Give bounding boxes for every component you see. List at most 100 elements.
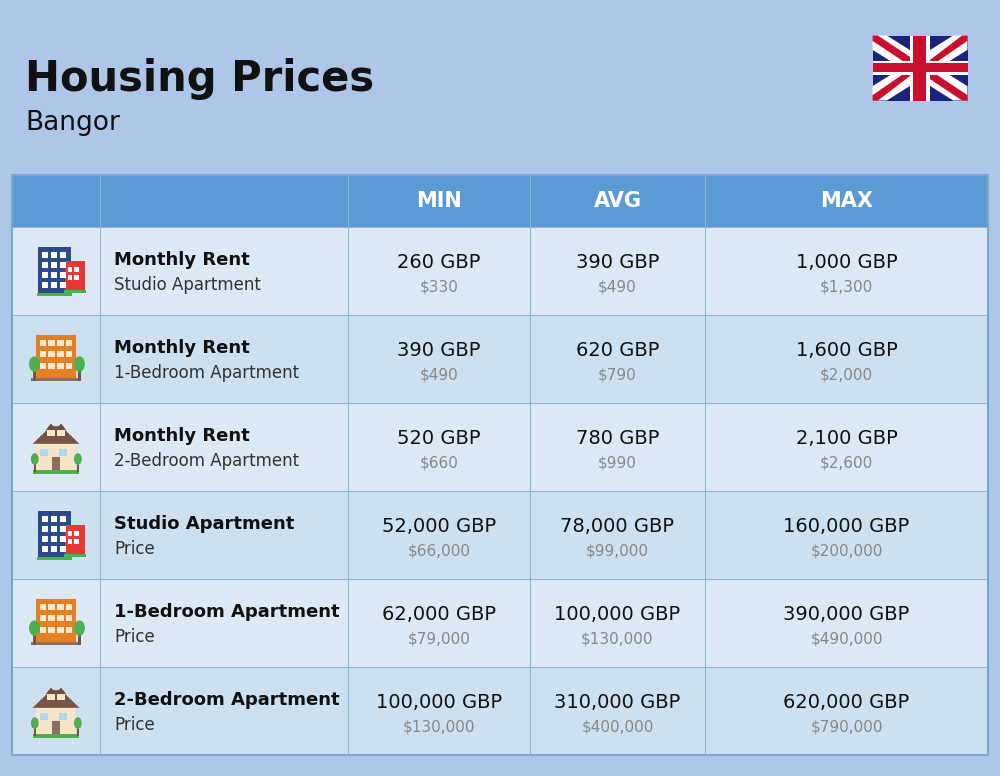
Bar: [12, 227, 100, 315]
Bar: [36, 444, 76, 470]
Ellipse shape: [30, 357, 39, 371]
Bar: [12, 491, 100, 579]
Text: $990: $990: [598, 456, 637, 470]
Bar: [66, 604, 72, 610]
Bar: [57, 363, 64, 369]
Text: $490,000: $490,000: [810, 632, 883, 646]
Bar: [530, 175, 705, 227]
Text: 620,000 GBP: 620,000 GBP: [783, 693, 910, 712]
Text: 390 GBP: 390 GBP: [576, 253, 659, 272]
Text: 780 GBP: 780 GBP: [576, 428, 659, 448]
Bar: [68, 539, 72, 544]
Bar: [66, 363, 72, 369]
Bar: [47, 430, 55, 436]
Bar: [100, 403, 348, 491]
Text: Monthly Rent: Monthly Rent: [114, 339, 250, 358]
Bar: [42, 272, 48, 278]
Bar: [705, 579, 988, 667]
Bar: [60, 536, 66, 542]
Bar: [42, 526, 48, 532]
Text: $79,000: $79,000: [408, 632, 470, 646]
Text: $490: $490: [598, 279, 637, 294]
Bar: [68, 267, 72, 272]
Polygon shape: [56, 688, 66, 694]
Bar: [57, 352, 64, 357]
Ellipse shape: [32, 718, 38, 728]
Text: 390 GBP: 390 GBP: [397, 341, 481, 360]
Bar: [12, 175, 988, 755]
Ellipse shape: [30, 621, 39, 635]
Bar: [100, 227, 348, 315]
Bar: [910, 36, 930, 101]
Bar: [60, 252, 66, 258]
Bar: [66, 352, 72, 357]
Text: Bangor: Bangor: [25, 110, 120, 136]
Bar: [348, 315, 530, 403]
Bar: [60, 282, 66, 288]
Bar: [59, 713, 67, 720]
Bar: [12, 175, 100, 227]
Text: $2,600: $2,600: [820, 456, 873, 470]
Bar: [40, 363, 46, 369]
Polygon shape: [33, 690, 79, 708]
Text: $330: $330: [420, 279, 458, 294]
Bar: [36, 708, 76, 734]
Ellipse shape: [75, 718, 81, 728]
Text: 100,000 GBP: 100,000 GBP: [376, 693, 502, 712]
Bar: [38, 511, 71, 556]
Bar: [705, 315, 988, 403]
Text: Monthly Rent: Monthly Rent: [114, 428, 250, 445]
Bar: [66, 615, 72, 621]
Bar: [36, 335, 76, 378]
Bar: [78, 366, 81, 380]
Bar: [52, 720, 60, 734]
Bar: [872, 63, 968, 72]
Bar: [52, 456, 60, 470]
Bar: [100, 667, 348, 755]
Bar: [42, 546, 48, 552]
Bar: [37, 293, 72, 296]
Bar: [34, 725, 36, 736]
Bar: [37, 556, 72, 560]
Bar: [60, 526, 66, 532]
Text: Studio Apartment: Studio Apartment: [114, 515, 294, 533]
Bar: [42, 262, 48, 268]
Bar: [530, 579, 705, 667]
Bar: [51, 282, 57, 288]
Ellipse shape: [32, 454, 38, 464]
Bar: [51, 546, 57, 552]
Bar: [348, 403, 530, 491]
Text: $790,000: $790,000: [810, 719, 883, 734]
Ellipse shape: [75, 621, 84, 635]
Bar: [40, 713, 48, 720]
Text: MAX: MAX: [820, 191, 873, 211]
Bar: [51, 272, 57, 278]
Bar: [48, 615, 55, 621]
Text: 2,100 GBP: 2,100 GBP: [796, 428, 897, 448]
Bar: [57, 430, 65, 436]
Bar: [40, 615, 46, 621]
Text: 2-Bedroom Apartment: 2-Bedroom Apartment: [114, 452, 299, 470]
Text: MIN: MIN: [416, 191, 462, 211]
Polygon shape: [56, 424, 66, 430]
Text: 1,600 GBP: 1,600 GBP: [796, 341, 897, 360]
Text: Price: Price: [114, 628, 155, 646]
Bar: [12, 315, 100, 403]
Text: $130,000: $130,000: [581, 632, 654, 646]
Text: 160,000 GBP: 160,000 GBP: [783, 517, 910, 535]
Polygon shape: [872, 36, 968, 101]
Bar: [78, 631, 81, 645]
Bar: [51, 536, 57, 542]
Bar: [65, 525, 85, 554]
Text: $66,000: $66,000: [408, 543, 471, 559]
Bar: [48, 604, 55, 610]
Bar: [40, 449, 48, 456]
Bar: [51, 252, 57, 258]
Text: 390,000 GBP: 390,000 GBP: [783, 605, 910, 624]
Bar: [68, 275, 72, 280]
Text: Price: Price: [114, 716, 155, 734]
Text: Price: Price: [114, 540, 155, 558]
Bar: [913, 36, 926, 101]
Text: 310,000 GBP: 310,000 GBP: [554, 693, 681, 712]
Bar: [57, 694, 65, 700]
